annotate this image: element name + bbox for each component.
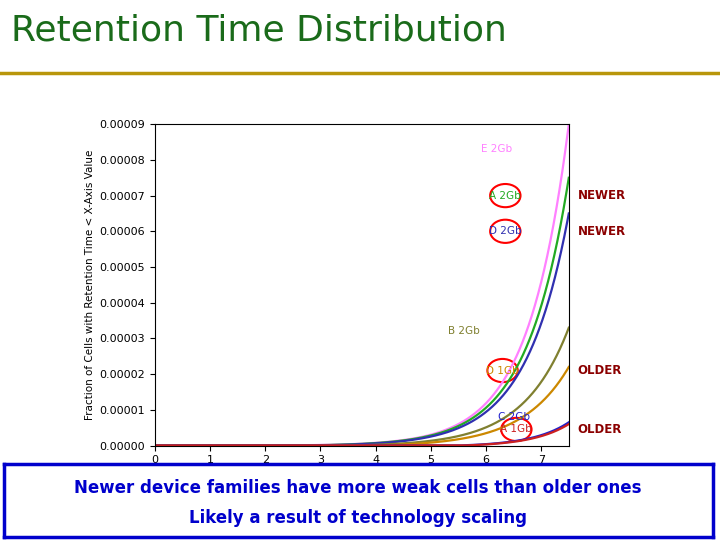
Text: Newer device families have more weak cells than older ones: Newer device families have more weak cel… xyxy=(74,480,642,497)
Text: Likely a result of technology scaling: Likely a result of technology scaling xyxy=(189,509,527,526)
Text: NEWER: NEWER xyxy=(577,189,626,202)
Text: D 1Gb: D 1Gb xyxy=(486,366,519,375)
Text: A 1Gb: A 1Gb xyxy=(500,424,532,435)
Text: OLDER: OLDER xyxy=(577,364,622,377)
Text: OLDER: OLDER xyxy=(577,423,622,436)
Y-axis label: Fraction of Cells with Retention Time < X-Axis Value: Fraction of Cells with Retention Time < … xyxy=(85,150,95,420)
X-axis label: Retention Time (s): Retention Time (s) xyxy=(304,471,420,484)
Text: NEWER: NEWER xyxy=(577,225,626,238)
Text: Retention Time Distribution: Retention Time Distribution xyxy=(11,14,507,48)
Text: E 2Gb: E 2Gb xyxy=(482,144,513,154)
Text: A 2Gb: A 2Gb xyxy=(490,191,521,200)
Text: B 2Gb: B 2Gb xyxy=(448,326,480,336)
Text: C 2Gb: C 2Gb xyxy=(498,412,530,422)
Text: D 2Gb: D 2Gb xyxy=(489,226,521,237)
